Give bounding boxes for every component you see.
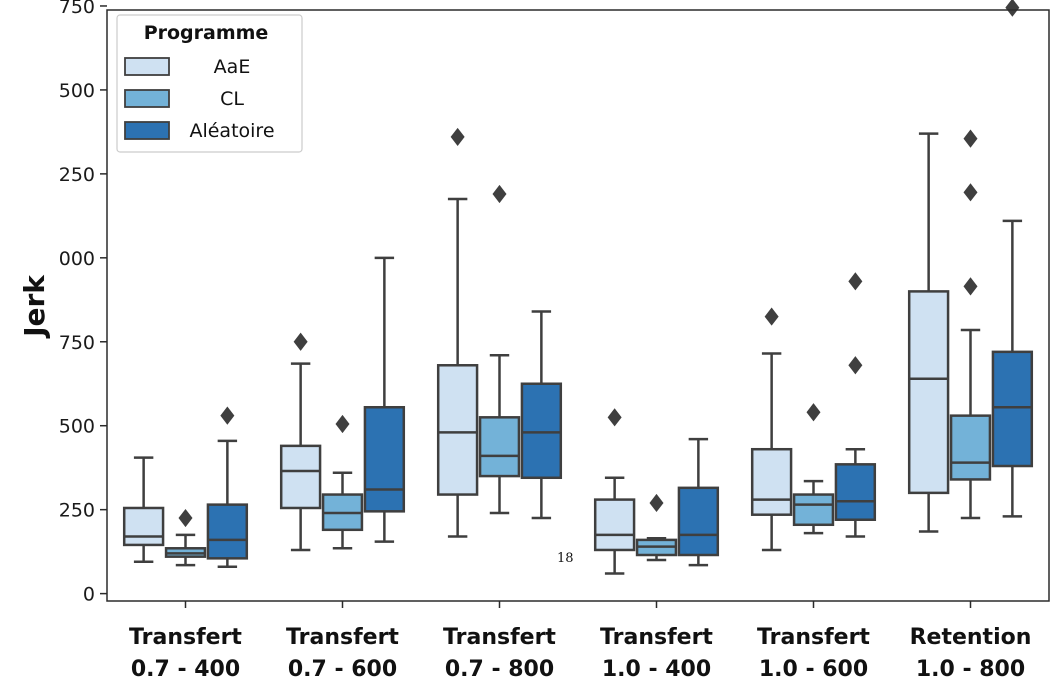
outlier-point — [293, 332, 308, 351]
y-tick-label: 500 — [59, 416, 95, 438]
y-tick-label: 750 — [59, 0, 95, 18]
y-axis: 0 250 500 750 000 250 500 750 — [59, 0, 107, 606]
outlier-point — [607, 408, 622, 427]
box-iqr — [949, 414, 992, 481]
outlier-point — [220, 406, 235, 425]
box-cl — [321, 414, 364, 550]
legend-swatch — [124, 57, 170, 76]
box-al-atoire — [363, 256, 406, 543]
y-tick-label: 250 — [59, 164, 95, 186]
box-cl — [478, 184, 521, 515]
page-number-note: 18 — [557, 551, 574, 566]
box-cl — [164, 508, 207, 567]
box-iqr — [907, 290, 950, 495]
box-cl — [792, 403, 835, 535]
plot-frame — [106, 9, 1050, 602]
x-tick-label-line1: Transfert — [443, 625, 556, 650]
legend: Programme AaE CL Aléatoire — [116, 14, 303, 153]
y-tick-label: 750 — [59, 332, 95, 354]
box-aae — [436, 127, 479, 538]
x-tick-label-line2: 1.0 - 400 — [602, 657, 711, 682]
outlier-point — [335, 414, 350, 434]
box-iqr — [593, 498, 636, 552]
x-tick-label-line1: Retention — [910, 625, 1032, 650]
box-cl — [949, 129, 992, 520]
outlier-point — [806, 403, 821, 422]
box-iqr — [677, 486, 720, 557]
box-aae — [279, 332, 322, 552]
box-iqr — [363, 405, 406, 513]
legend-frame — [116, 14, 303, 153]
plot-content — [122, 0, 1034, 575]
legend-entry-label: AaE — [214, 56, 251, 78]
box-aae — [122, 456, 165, 563]
box-aae — [907, 132, 950, 533]
y-tick-label: 000 — [59, 248, 95, 270]
outlier-point — [963, 129, 978, 148]
y-axis-label: Jerk — [18, 274, 51, 339]
x-tick-label-line2: 0.7 - 600 — [288, 657, 397, 682]
y-tick-label: 0 — [83, 584, 95, 606]
outlier-point — [963, 277, 978, 296]
y-tick-label: 250 — [59, 500, 95, 522]
box-iqr — [792, 493, 835, 527]
box-iqr — [478, 416, 521, 478]
x-tick-label-line1: Transfert — [600, 625, 713, 650]
box-cl — [635, 493, 678, 562]
legend-entry-label: CL — [220, 88, 244, 110]
box-iqr — [279, 444, 322, 510]
box-iqr — [206, 503, 249, 560]
box-al-atoire — [520, 310, 563, 520]
x-tick-label-line2: 1.0 - 600 — [759, 657, 868, 682]
box-iqr — [834, 463, 877, 521]
legend-swatch — [124, 89, 170, 108]
x-tick-label-line1: Transfert — [129, 625, 242, 650]
x-tick-label-line2: 0.7 - 800 — [445, 657, 554, 682]
outlier-point — [649, 493, 664, 513]
x-tick-label-line1: Transfert — [757, 625, 870, 650]
outlier-point — [848, 356, 863, 375]
box-al-atoire — [991, 0, 1034, 518]
x-tick-label-line2: 0.7 - 400 — [131, 657, 240, 682]
outlier-point — [1005, 0, 1020, 17]
box-iqr — [520, 382, 563, 480]
box-iqr — [991, 350, 1034, 468]
box-al-atoire — [677, 437, 720, 567]
outlier-point — [450, 127, 465, 147]
box-al-atoire — [206, 406, 249, 568]
box-iqr — [750, 447, 793, 516]
legend-swatch — [124, 121, 170, 140]
x-tick-label-line1: Transfert — [286, 625, 399, 650]
x-axis: Transfert 0.7 - 400 Transfert 0.7 - 600 Tran… — [129, 601, 1031, 682]
y-tick-label: 500 — [59, 80, 95, 102]
outlier-point — [963, 183, 978, 202]
legend-entry-label: Aléatoire — [189, 120, 274, 142]
outlier-point — [178, 508, 193, 528]
box-iqr — [122, 506, 165, 547]
outlier-point — [492, 184, 507, 204]
box-iqr — [436, 364, 479, 496]
outlier-point — [764, 307, 779, 326]
outlier-point — [848, 272, 863, 291]
box-al-atoire — [834, 272, 877, 538]
box-aae — [750, 307, 793, 552]
box-aae — [593, 408, 636, 575]
x-tick-label-line2: 1.0 - 800 — [916, 657, 1025, 682]
legend-title: Programme — [144, 22, 269, 44]
